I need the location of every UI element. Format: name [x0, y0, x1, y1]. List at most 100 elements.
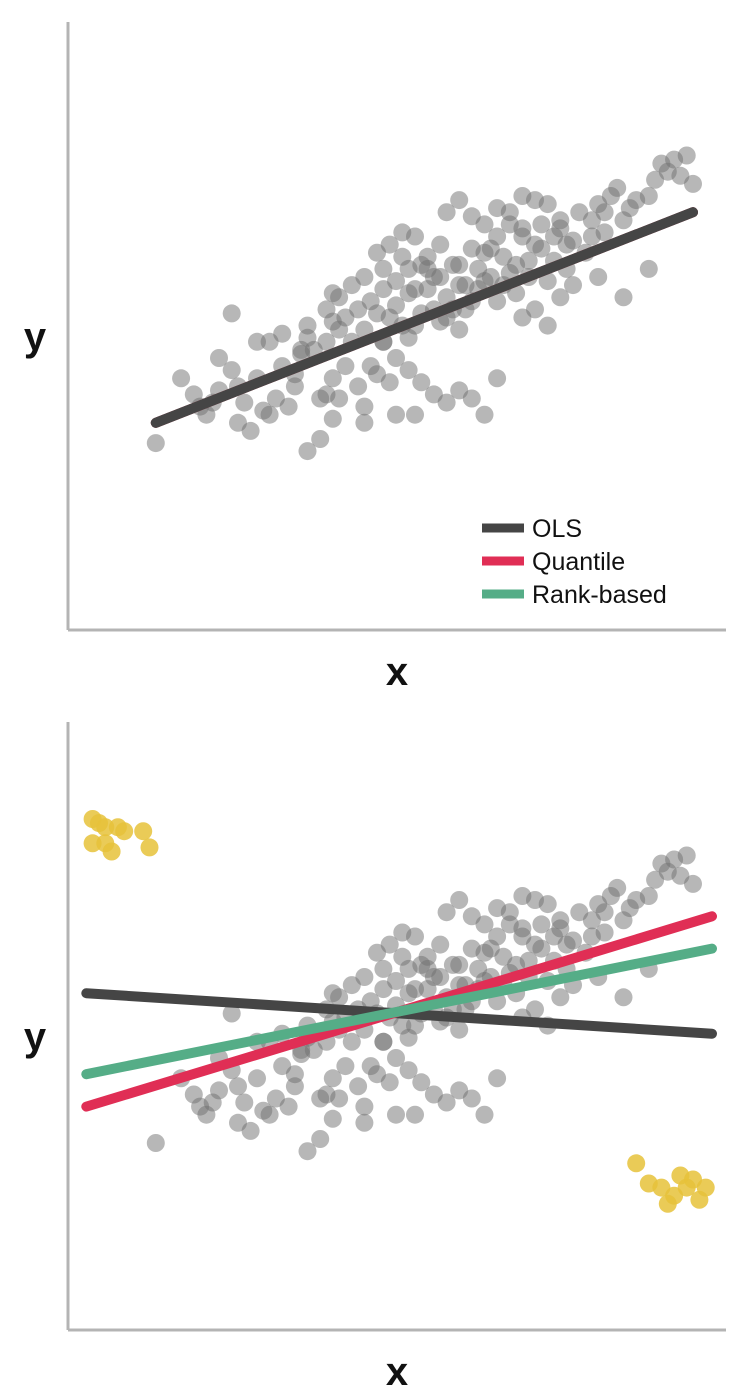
data-point: [266, 389, 285, 408]
data-point: [488, 927, 507, 946]
data-point: [564, 276, 582, 295]
data-point: [399, 361, 418, 380]
data-point: [677, 146, 696, 165]
data-point: [639, 887, 658, 905]
data-point: [387, 1105, 405, 1124]
data-point: [475, 1105, 494, 1124]
data-point: [387, 405, 405, 424]
data-point: [222, 304, 241, 323]
data-point: [387, 349, 405, 367]
data-point: [229, 413, 247, 432]
legend: OLS Quantile Rank-based: [482, 515, 667, 609]
data-point: [526, 300, 544, 319]
data-point: [393, 923, 412, 942]
outlier-point: [140, 838, 159, 857]
data-point: [412, 1073, 431, 1092]
data-point: [431, 235, 450, 254]
data-point: [462, 389, 481, 408]
data-point: [342, 1032, 361, 1051]
data-point: [614, 911, 633, 930]
data-point: [292, 345, 311, 363]
bottom-scatter-panel: y x: [24, 722, 726, 1394]
data-point: [532, 915, 551, 934]
data-point: [488, 369, 507, 388]
bottom-y-axis-label: y: [24, 1015, 47, 1059]
data-point: [184, 1085, 203, 1104]
data-point: [298, 1142, 317, 1161]
bottom-x-axis-label: x: [386, 1350, 408, 1394]
data-point: [285, 377, 304, 396]
outlier-point: [102, 842, 121, 861]
data-point: [589, 268, 608, 286]
data-point: [532, 939, 551, 958]
data-point: [342, 976, 361, 995]
data-point: [374, 280, 393, 299]
outlier-point: [134, 822, 153, 841]
legend-label-quantile: Quantile: [532, 548, 625, 576]
data-point: [677, 846, 696, 865]
data-point: [551, 911, 570, 930]
data-point: [570, 203, 589, 222]
data-point: [330, 288, 349, 307]
data-point: [298, 328, 317, 347]
data-point: [557, 235, 576, 254]
data-point: [450, 1020, 469, 1039]
data-point: [330, 1089, 349, 1108]
data-point: [475, 943, 494, 962]
data-point: [323, 409, 342, 428]
data-point: [229, 1113, 247, 1132]
outlier-point: [96, 818, 115, 837]
data-point: [437, 1093, 456, 1112]
data-point: [532, 215, 551, 234]
data-point: [450, 255, 469, 274]
data-point: [380, 1073, 399, 1092]
data-point: [475, 215, 494, 234]
data-point: [323, 1109, 342, 1128]
data-point: [399, 1061, 418, 1080]
data-point: [551, 288, 570, 307]
data-point: [639, 259, 658, 278]
data-point: [184, 385, 203, 404]
legend-label-ols: OLS: [532, 515, 582, 543]
top-fit-lines-layer: [150, 207, 698, 428]
data-point: [608, 178, 627, 197]
data-point: [146, 434, 165, 453]
data-point: [557, 935, 576, 954]
data-point: [355, 397, 374, 416]
data-point: [538, 316, 557, 335]
data-point: [311, 1130, 330, 1148]
data-point: [614, 988, 633, 1007]
data-point: [172, 369, 191, 388]
data-point: [374, 959, 393, 978]
data-point: [684, 174, 702, 193]
data-point: [595, 203, 614, 222]
data-point: [532, 239, 551, 258]
data-point: [210, 349, 228, 367]
outlier-point: [671, 1166, 690, 1185]
data-point: [488, 227, 507, 246]
top-fit-line-ols: [150, 207, 698, 428]
data-point: [614, 288, 633, 307]
data-point: [507, 255, 526, 274]
data-point: [412, 373, 431, 392]
data-point: [538, 895, 557, 914]
data-point: [418, 247, 437, 266]
data-point: [349, 1077, 368, 1096]
data-point: [462, 1089, 481, 1108]
data-point: [582, 927, 601, 946]
data-point: [513, 919, 532, 938]
data-point: [374, 1032, 393, 1051]
bottom-outliers-layer: [83, 810, 715, 1213]
data-point: [431, 935, 450, 954]
data-point: [273, 324, 292, 343]
data-point: [526, 1000, 544, 1019]
data-point: [273, 1057, 292, 1076]
data-point: [399, 259, 418, 278]
data-point: [323, 1069, 342, 1088]
data-point: [437, 203, 456, 222]
data-point: [488, 1069, 507, 1088]
data-point: [475, 915, 494, 934]
data-point: [551, 211, 570, 230]
data-point: [235, 393, 254, 412]
